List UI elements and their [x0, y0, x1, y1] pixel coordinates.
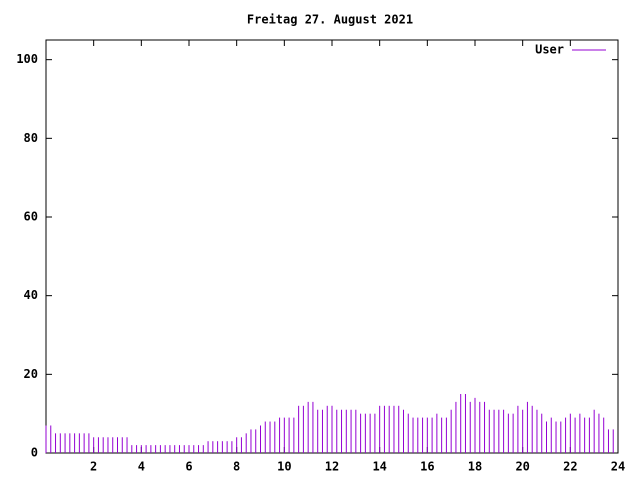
y-tick-label: 40	[24, 288, 38, 302]
x-tick-label: 20	[515, 460, 529, 474]
y-tick-label: 20	[24, 367, 38, 381]
y-tick-label: 80	[24, 131, 38, 145]
x-tick-label: 14	[372, 460, 386, 474]
x-tick-label: 4	[138, 460, 145, 474]
y-tick-label: 100	[16, 52, 38, 66]
x-tick-label: 22	[563, 460, 577, 474]
x-tick-label: 24	[611, 460, 625, 474]
y-tick-label: 60	[24, 210, 38, 224]
x-tick-label: 8	[233, 460, 240, 474]
x-tick-label: 2	[90, 460, 97, 474]
chart-title: Freitag 27. August 2021	[247, 13, 413, 27]
y-tick-label: 0	[31, 446, 38, 460]
legend-label: User	[535, 43, 564, 57]
x-tick-label: 6	[185, 460, 192, 474]
x-tick-label: 18	[468, 460, 482, 474]
x-tick-label: 16	[420, 460, 434, 474]
x-tick-label: 10	[277, 460, 291, 474]
x-tick-label: 12	[325, 460, 339, 474]
